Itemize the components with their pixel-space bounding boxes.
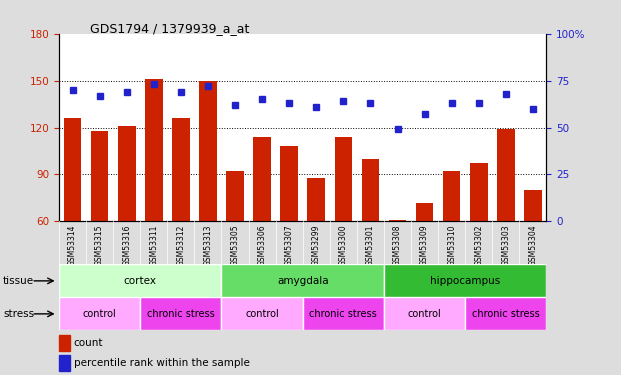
Bar — [253, 137, 271, 221]
Bar — [361, 159, 379, 221]
Bar — [199, 81, 217, 221]
Text: GSM53311: GSM53311 — [149, 225, 158, 266]
Bar — [465, 297, 546, 330]
Bar — [140, 297, 222, 330]
Text: GSM53300: GSM53300 — [339, 225, 348, 266]
Bar — [384, 264, 546, 297]
Bar — [302, 297, 384, 330]
Text: GSM53302: GSM53302 — [474, 225, 483, 266]
Text: GSM53309: GSM53309 — [420, 225, 429, 266]
Text: GSM53315: GSM53315 — [95, 225, 104, 266]
Text: chronic stress: chronic stress — [472, 309, 540, 319]
Bar — [389, 220, 406, 221]
Text: GSM53313: GSM53313 — [204, 225, 212, 266]
Text: GSM53306: GSM53306 — [258, 225, 266, 266]
Bar — [497, 129, 515, 221]
Text: tissue: tissue — [3, 276, 34, 286]
Text: stress: stress — [3, 309, 34, 319]
Text: GSM53304: GSM53304 — [528, 225, 537, 266]
Bar — [145, 79, 163, 221]
Bar — [59, 355, 70, 371]
Bar — [59, 297, 140, 330]
Text: GSM53312: GSM53312 — [176, 225, 185, 266]
Text: amygdala: amygdala — [277, 276, 329, 286]
Text: GSM53316: GSM53316 — [122, 225, 131, 266]
Text: GSM53310: GSM53310 — [447, 225, 456, 266]
Bar — [443, 171, 461, 221]
Bar — [222, 264, 384, 297]
Bar — [91, 130, 109, 221]
Text: count: count — [74, 338, 103, 348]
Text: GDS1794 / 1379939_a_at: GDS1794 / 1379939_a_at — [90, 22, 250, 36]
Text: GSM53301: GSM53301 — [366, 225, 375, 266]
Bar — [335, 137, 352, 221]
Bar — [59, 264, 222, 297]
Bar — [118, 126, 135, 221]
Bar — [281, 146, 298, 221]
Text: control: control — [408, 309, 442, 319]
Text: cortex: cortex — [124, 276, 156, 286]
Bar — [524, 190, 542, 221]
Text: percentile rank within the sample: percentile rank within the sample — [74, 358, 250, 368]
Text: GSM53314: GSM53314 — [68, 225, 77, 266]
Text: GSM53303: GSM53303 — [501, 225, 510, 266]
Bar — [307, 177, 325, 221]
Bar — [172, 118, 189, 221]
Bar — [226, 171, 244, 221]
Text: chronic stress: chronic stress — [147, 309, 215, 319]
Text: chronic stress: chronic stress — [309, 309, 377, 319]
Text: hippocampus: hippocampus — [430, 276, 501, 286]
Bar — [416, 202, 433, 221]
Bar — [59, 335, 70, 351]
Bar — [64, 118, 81, 221]
Text: GSM53305: GSM53305 — [230, 225, 240, 266]
Text: GSM53308: GSM53308 — [393, 225, 402, 266]
Bar — [384, 297, 465, 330]
Bar — [222, 297, 302, 330]
Text: control: control — [83, 309, 117, 319]
Text: control: control — [245, 309, 279, 319]
Text: GSM53307: GSM53307 — [284, 225, 294, 266]
Bar — [470, 164, 487, 221]
Text: GSM53299: GSM53299 — [312, 225, 321, 266]
